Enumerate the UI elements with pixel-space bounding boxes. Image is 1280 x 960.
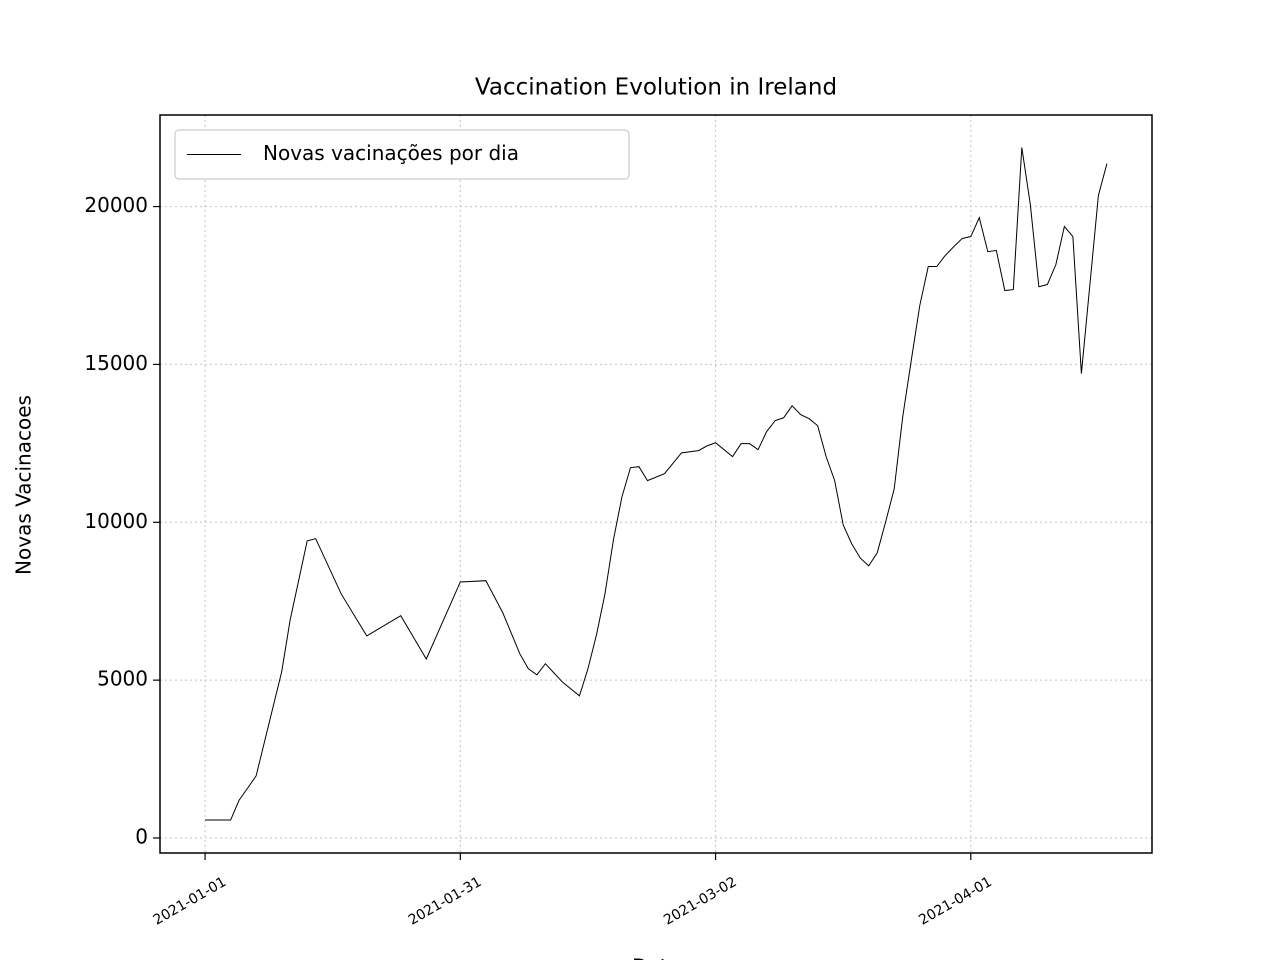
chart-title: Vaccination Evolution in Ireland	[475, 75, 837, 101]
y-tick-label: 0	[135, 825, 148, 849]
legend-label: Novas vacinações por dia	[263, 141, 519, 165]
x-axis-label: Data	[632, 955, 680, 960]
y-tick-label: 15000	[84, 351, 148, 375]
y-tick-label: 20000	[84, 193, 148, 217]
y-tick-label: 10000	[84, 509, 148, 533]
legend-box	[174, 129, 630, 180]
y-tick-label: 5000	[97, 667, 148, 691]
plot-frame	[159, 114, 1153, 854]
y-axis-label: Novas Vacinacoes	[12, 395, 36, 575]
series-line	[205, 147, 1108, 821]
